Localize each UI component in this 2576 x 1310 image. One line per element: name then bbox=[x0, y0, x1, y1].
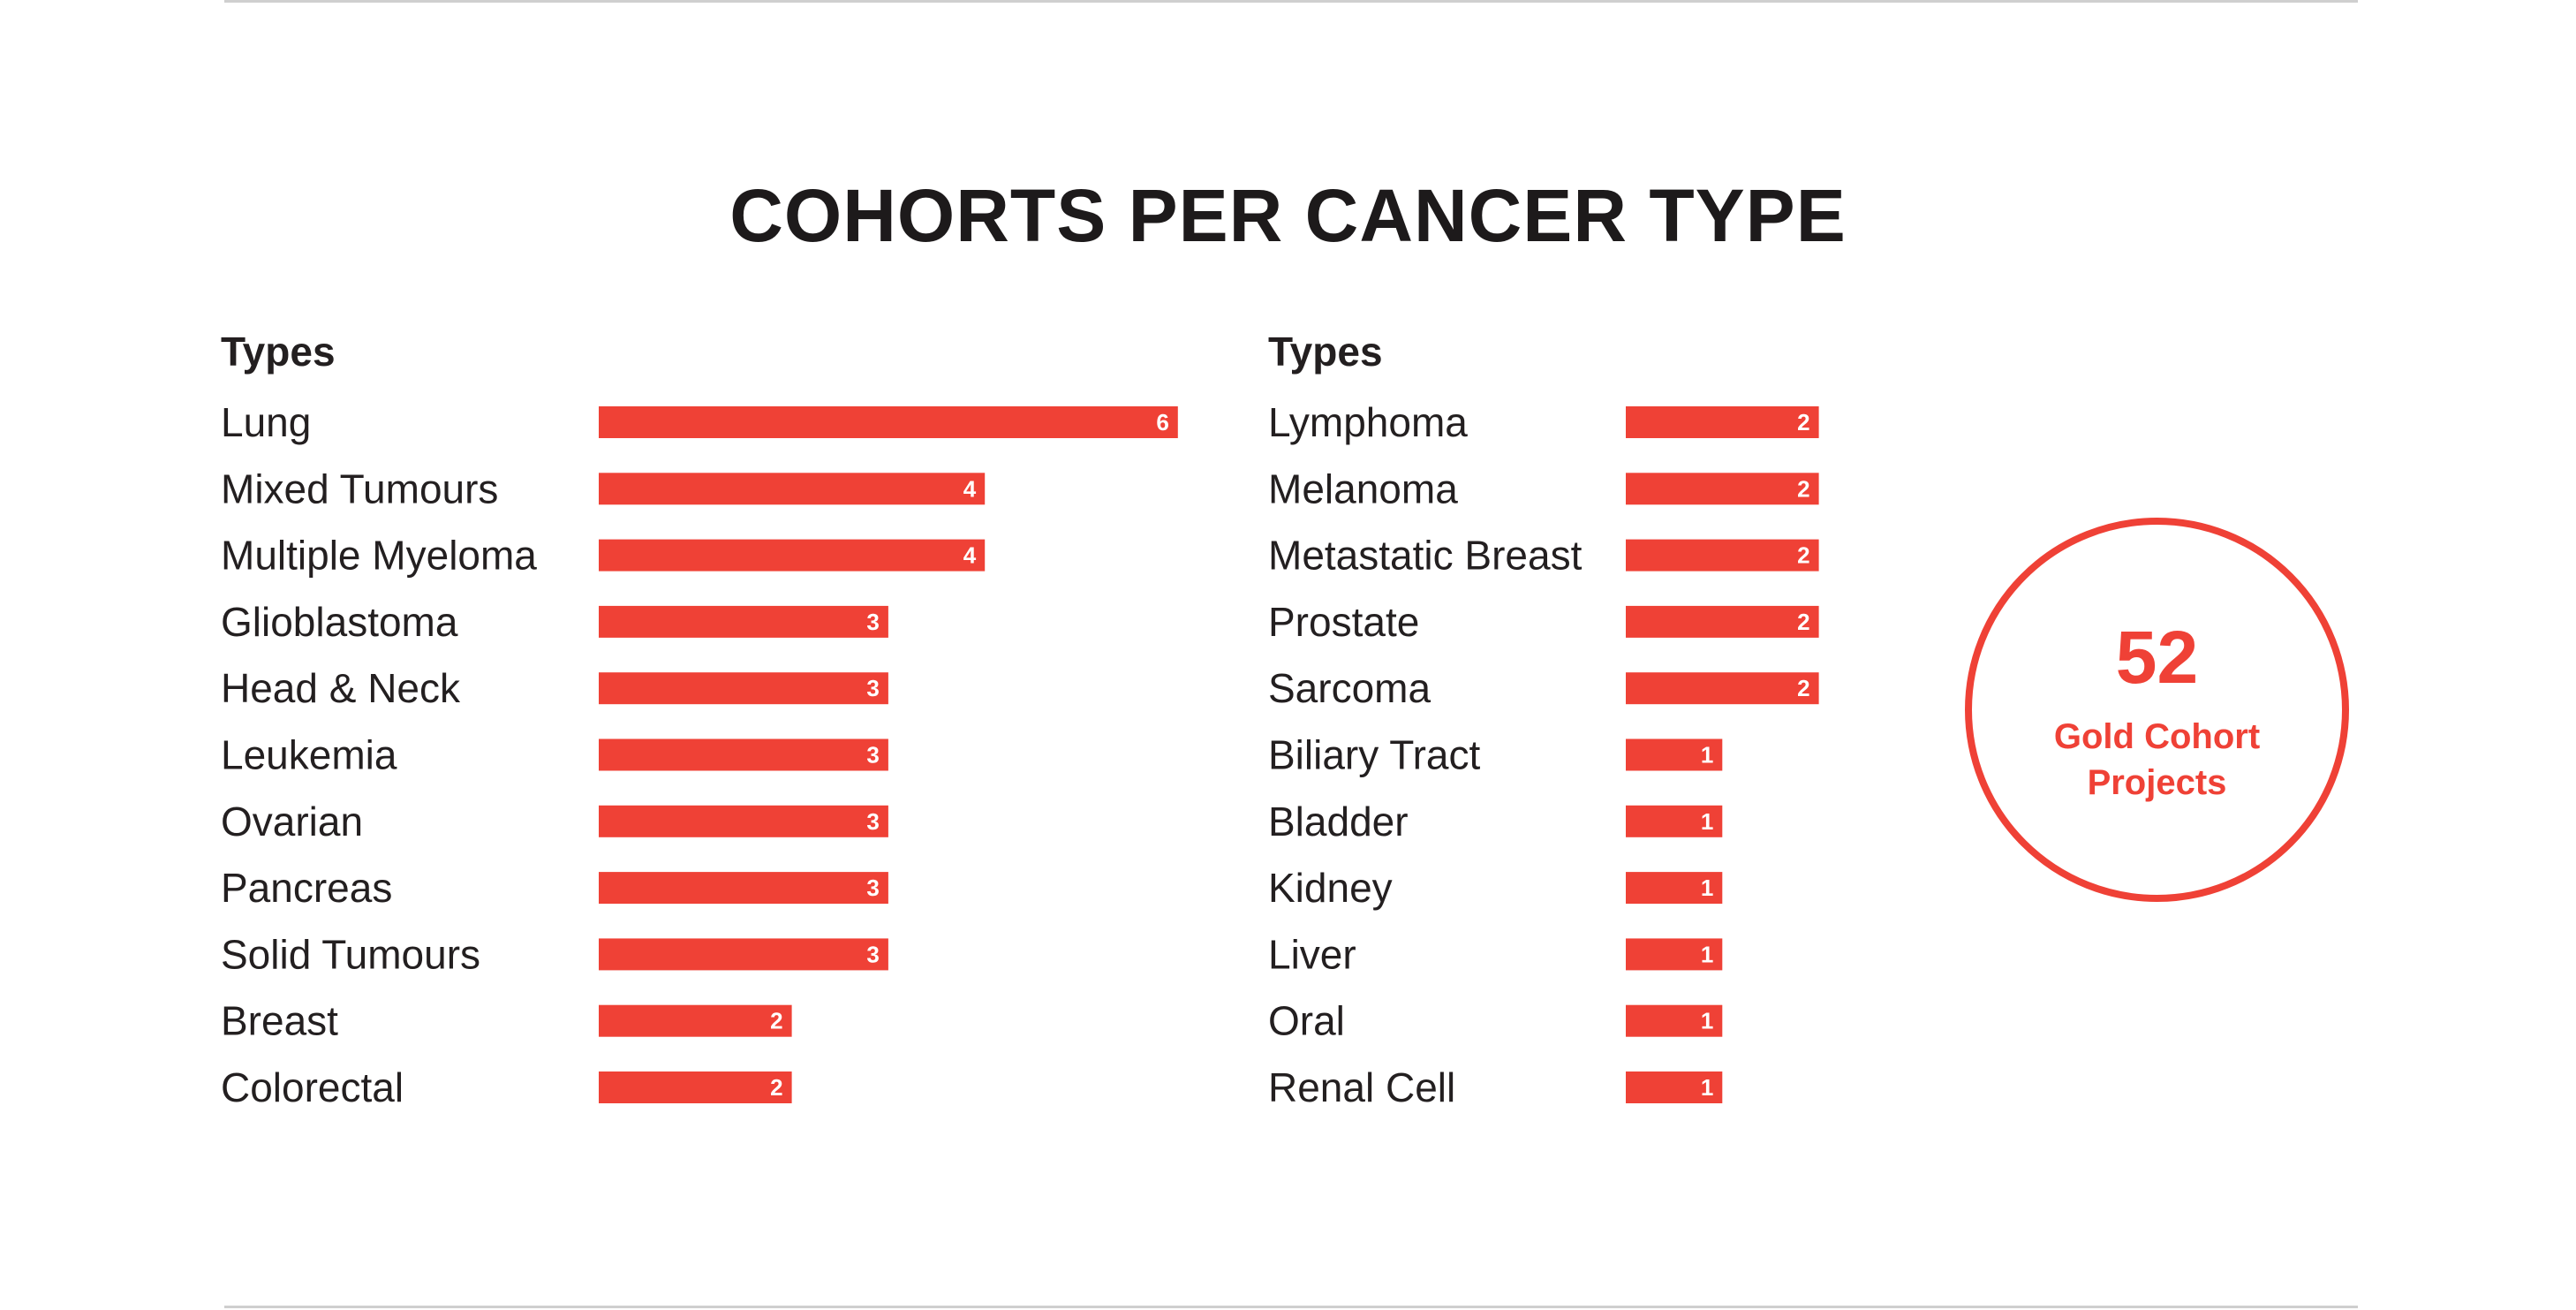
bar bbox=[599, 473, 986, 505]
category-label: Ovarian bbox=[221, 799, 363, 844]
bar-value-label: 1 bbox=[1701, 875, 1713, 901]
bar-value-label: 2 bbox=[770, 1008, 782, 1034]
category-label: Lymphoma bbox=[1268, 399, 1468, 445]
bar-value-label: 1 bbox=[1701, 1074, 1713, 1101]
bar-value-label: 3 bbox=[866, 742, 879, 769]
bar-value-label: 2 bbox=[1797, 475, 1809, 502]
category-label: Biliary Tract bbox=[1268, 732, 1480, 778]
bar-value-label: 2 bbox=[1797, 542, 1809, 569]
bar bbox=[1626, 473, 1819, 505]
summary-label-line2: Projects bbox=[2087, 763, 2227, 802]
bar bbox=[599, 805, 888, 837]
column-header: Types bbox=[221, 329, 336, 375]
summary-number: 52 bbox=[2115, 616, 2199, 699]
bar bbox=[1626, 738, 1723, 771]
category-label: Glioblastoma bbox=[221, 599, 458, 645]
summary-label-line1: Gold Cohort bbox=[2053, 717, 2261, 756]
bar-value-label: 1 bbox=[1701, 742, 1713, 769]
bar-chart-2: Types Lymphoma 2 Melanoma 2 Metastatic Breast… bbox=[1268, 329, 1819, 1110]
category-label: Pancreas bbox=[221, 865, 392, 911]
bar-value-label: 3 bbox=[866, 808, 879, 835]
category-label: Oral bbox=[1268, 998, 1345, 1044]
bar-value-label: 1 bbox=[1701, 808, 1713, 835]
category-label: Head & Neck bbox=[221, 665, 461, 711]
bar-chart-1: Types Lung 6 Mixed Tumours 4 Multiple Myeloma… bbox=[221, 329, 1178, 1110]
category-label: Leukemia bbox=[221, 732, 397, 778]
chart-title: COHORTS PER CANCER TYPE bbox=[729, 174, 1847, 257]
bar bbox=[1626, 672, 1819, 705]
top-divider bbox=[224, 0, 2358, 3]
bar-value-label: 3 bbox=[866, 675, 879, 701]
summary-label: Gold Cohort Projects bbox=[1972, 714, 2342, 806]
bar bbox=[599, 539, 986, 572]
bottom-divider bbox=[224, 1306, 2358, 1308]
category-label: Breast bbox=[221, 998, 338, 1044]
category-label: Colorectal bbox=[221, 1064, 404, 1110]
bar bbox=[1626, 1004, 1723, 1037]
bar bbox=[599, 938, 888, 971]
category-label: Kidney bbox=[1268, 865, 1393, 911]
bar bbox=[599, 1004, 792, 1037]
bar bbox=[1626, 805, 1723, 837]
category-label: Liver bbox=[1268, 931, 1356, 977]
bar-value-label: 4 bbox=[963, 542, 977, 569]
category-label: Prostate bbox=[1268, 599, 1419, 645]
summary-circle: 52 Gold Cohort Projects bbox=[1965, 518, 2349, 902]
category-label: Metastatic Breast bbox=[1268, 533, 1583, 579]
bar-value-label: 2 bbox=[770, 1074, 782, 1101]
category-label: Lung bbox=[221, 399, 311, 445]
bar-value-label: 1 bbox=[1701, 1008, 1713, 1034]
category-label: Bladder bbox=[1268, 799, 1409, 844]
bar bbox=[599, 1071, 792, 1103]
category-label: Renal Cell bbox=[1268, 1064, 1455, 1110]
column-header: Types bbox=[1268, 329, 1383, 375]
category-label: Mixed Tumours bbox=[221, 466, 498, 511]
bar bbox=[1626, 539, 1819, 572]
bar bbox=[1626, 938, 1723, 971]
bar-value-label: 4 bbox=[963, 475, 977, 502]
bar-value-label: 2 bbox=[1797, 409, 1809, 435]
bar bbox=[599, 872, 888, 905]
category-label: Multiple Myeloma bbox=[221, 533, 537, 579]
bar-value-label: 2 bbox=[1797, 675, 1809, 701]
bar-value-label: 3 bbox=[866, 941, 879, 967]
bar bbox=[599, 738, 888, 771]
bar-value-label: 6 bbox=[1156, 409, 1168, 435]
bar bbox=[1626, 605, 1819, 638]
category-label: Melanoma bbox=[1268, 466, 1458, 511]
category-label: Solid Tumours bbox=[221, 931, 480, 977]
category-label: Sarcoma bbox=[1268, 665, 1431, 711]
bar bbox=[599, 672, 888, 705]
bar bbox=[1626, 872, 1723, 905]
bar-value-label: 3 bbox=[866, 875, 879, 901]
bar bbox=[1626, 1071, 1723, 1103]
bar bbox=[1626, 406, 1819, 438]
bar bbox=[599, 605, 888, 638]
bar-value-label: 1 bbox=[1701, 941, 1713, 967]
bar-value-label: 3 bbox=[866, 609, 879, 635]
bar-value-label: 2 bbox=[1797, 609, 1809, 635]
bar bbox=[599, 406, 1178, 438]
